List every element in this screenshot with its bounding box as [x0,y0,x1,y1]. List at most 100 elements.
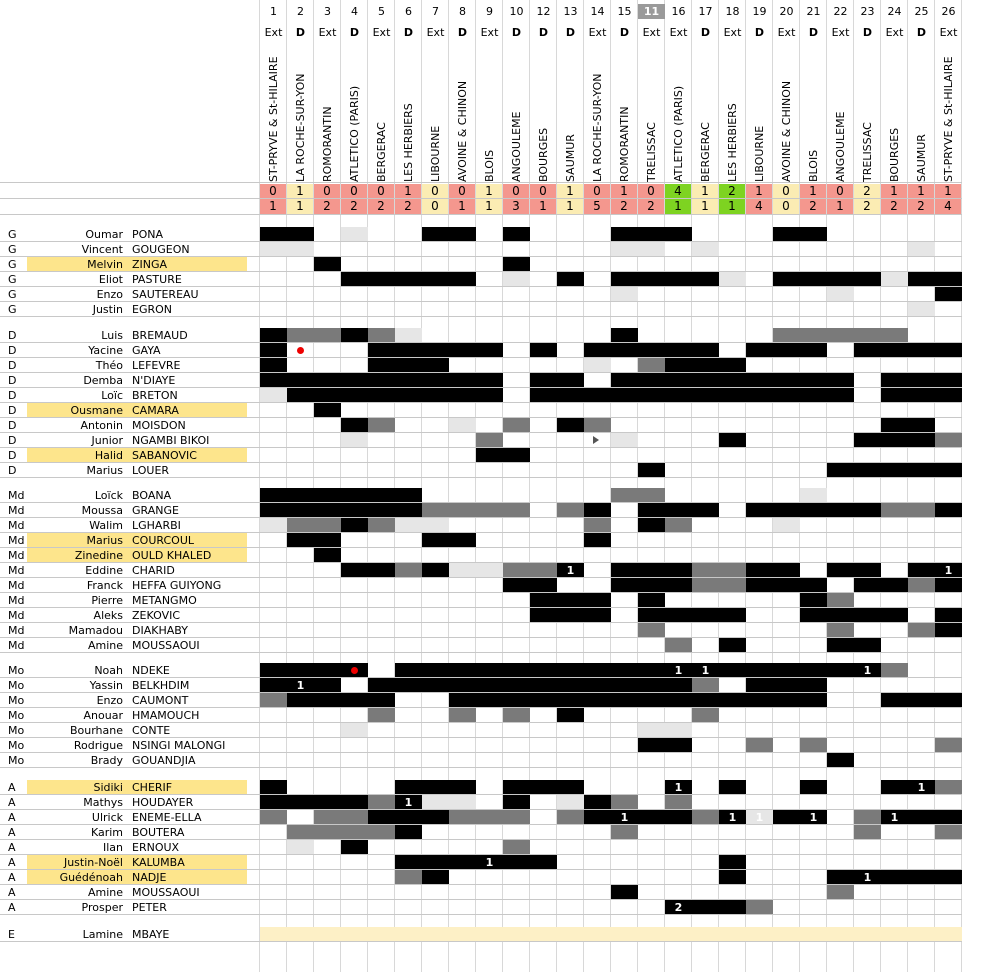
player-row[interactable]: Mo Noah NDEKE 1 1 1 [0,663,983,678]
match-cell [692,927,719,942]
player-row[interactable]: Md Pierre METANGMO [0,593,983,608]
player-row[interactable]: A Ulrick ENEME-ELLA 1 1 1 1 1 [0,810,983,825]
match-cell [422,358,449,373]
player-row[interactable]: Mo Rodrigue NSINGI MALONGI [0,738,983,753]
player-row[interactable]: D Antonin MOISDON [0,418,983,433]
player-row[interactable]: D Loïc BRETON [0,388,983,403]
row-line [0,241,962,242]
match-cell [503,257,530,272]
match-cell [395,503,422,518]
match-venue: D [511,26,522,39]
match-cell [557,388,584,403]
match-cell [341,503,368,518]
player-row[interactable]: D Marius LOUER [0,463,983,478]
match-cell [287,503,314,518]
opponent-label: ANGOULEME [510,111,523,182]
goals-scored: 1 [404,796,413,809]
player-row[interactable]: Md Walim LGHARBI [0,518,983,533]
player-row[interactable]: G Eliot PASTURE [0,272,983,287]
row-line [0,607,962,608]
match-cell [314,663,341,678]
match-cell [881,608,908,623]
match-cell [341,723,368,738]
player-row[interactable]: Mo Yassin BELKHDIM 1 [0,678,983,693]
player-row[interactable]: D Théo LEFEVRE [0,358,983,373]
player-row[interactable]: G Vincent GOUGEON [0,242,983,257]
match-cell [449,810,476,825]
player-row[interactable]: Md Mamadou DIAKHABY [0,623,983,638]
player-last-name: MOUSSAOUI [132,639,200,652]
player-row[interactable]: Mo Anouar HMAMOUCH [0,708,983,723]
player-row[interactable]: Md Loïck BOANA [0,488,983,503]
player-row[interactable]: Md Zinedine OULD KHALED [0,548,983,563]
player-row[interactable]: G Justin EGRON [0,302,983,317]
match-cell [449,418,476,433]
player-row[interactable]: Md Eddine CHARID 1 1 [0,563,983,578]
match-cell [611,927,638,942]
match-cell [638,373,665,388]
player-row[interactable]: G Enzo SAUTEREAU [0,287,983,302]
player-row[interactable]: A Guédénoah NADJE 1 [0,870,983,885]
match-cell [665,518,692,533]
match-cell [476,503,503,518]
player-row[interactable]: D Junior NGAMBI BIKOI [0,433,983,448]
player-row[interactable]: D Halid SABANOVIC [0,436,983,463]
match-cell [827,388,854,403]
score-for: 1 [611,184,637,199]
row-line [0,809,962,810]
player-row[interactable]: D Demba N'DIAYE [0,373,983,388]
player-row[interactable]: Md Aleks ZEKOVIC [0,608,983,623]
player-row[interactable]: Md Moussa GRANGE [0,503,983,518]
player-last-name: NGAMBI BIKOI [132,434,210,447]
player-row[interactable]: Mo Brady GOUANDJIA [0,753,983,768]
match-number: 13 [563,5,578,18]
opponent-label: AVOINE & CHINON [456,80,469,182]
player-row[interactable]: Md Franck HEFFA GUIYONG [0,578,983,593]
match-cell [800,780,827,795]
player-position: Md [8,639,25,652]
player-position: A [8,811,16,824]
player-row[interactable]: A Amine MOUSSAOUI [0,885,983,900]
opponent-label: LIBOURNE [429,125,442,182]
player-row[interactable]: A Prosper PETER 2 [0,900,983,915]
player-first-name: Brady [90,754,123,767]
match-cell [854,463,881,478]
match-cell [530,578,557,593]
player-row[interactable]: A Mathys HOUDAYER 1 [0,795,983,810]
match-cell [368,488,395,503]
player-row[interactable]: G Melvin ZINGA [0,257,983,272]
match-cell [800,927,827,942]
match-cell [827,373,854,388]
player-row[interactable]: E Lamine MBAYE [0,927,983,942]
match-cell [503,927,530,942]
opponent-name: ROMORANTIN [618,42,631,182]
match-number: 23 [860,5,875,18]
player-last-name: BOUTERA [132,826,185,839]
match-cell [530,663,557,678]
player-row[interactable]: Mo Bourhane CONTE [0,723,983,738]
player-row[interactable]: A Karim BOUTERA [0,825,983,840]
match-cell [908,503,935,518]
match-cell [665,693,692,708]
player-row[interactable]: A Sidiki CHERIF 1 1 [0,780,983,795]
player-first-name: Amine [87,886,123,899]
match-number: 2 [297,5,304,18]
player-row[interactable]: Md Amine MOUSSAOUI [0,638,983,653]
player-last-name: MOUSSAOUI [132,886,200,899]
score-for: 1 [557,184,583,199]
player-row[interactable]: D Luis BREMAUD [0,328,983,343]
player-row[interactable]: G Oumar PONA [0,227,983,242]
player-row[interactable]: D Yacine GAYA [0,343,983,358]
player-row[interactable]: A Ilan ERNOUX [0,840,983,855]
match-cell [881,328,908,343]
match-cell [503,678,530,693]
match-cell [854,343,881,358]
match-cell [773,563,800,578]
player-row[interactable]: A Justin-Noël KALUMBA 1 [0,855,983,870]
player-row[interactable]: Mo Enzo CAUMONT [0,693,983,708]
match-cell [827,503,854,518]
match-cell [368,343,395,358]
player-row[interactable]: Md Marius COURCOUL [0,533,983,548]
player-position: D [8,419,17,432]
player-row[interactable]: D Ousmane CAMARA [0,403,983,418]
